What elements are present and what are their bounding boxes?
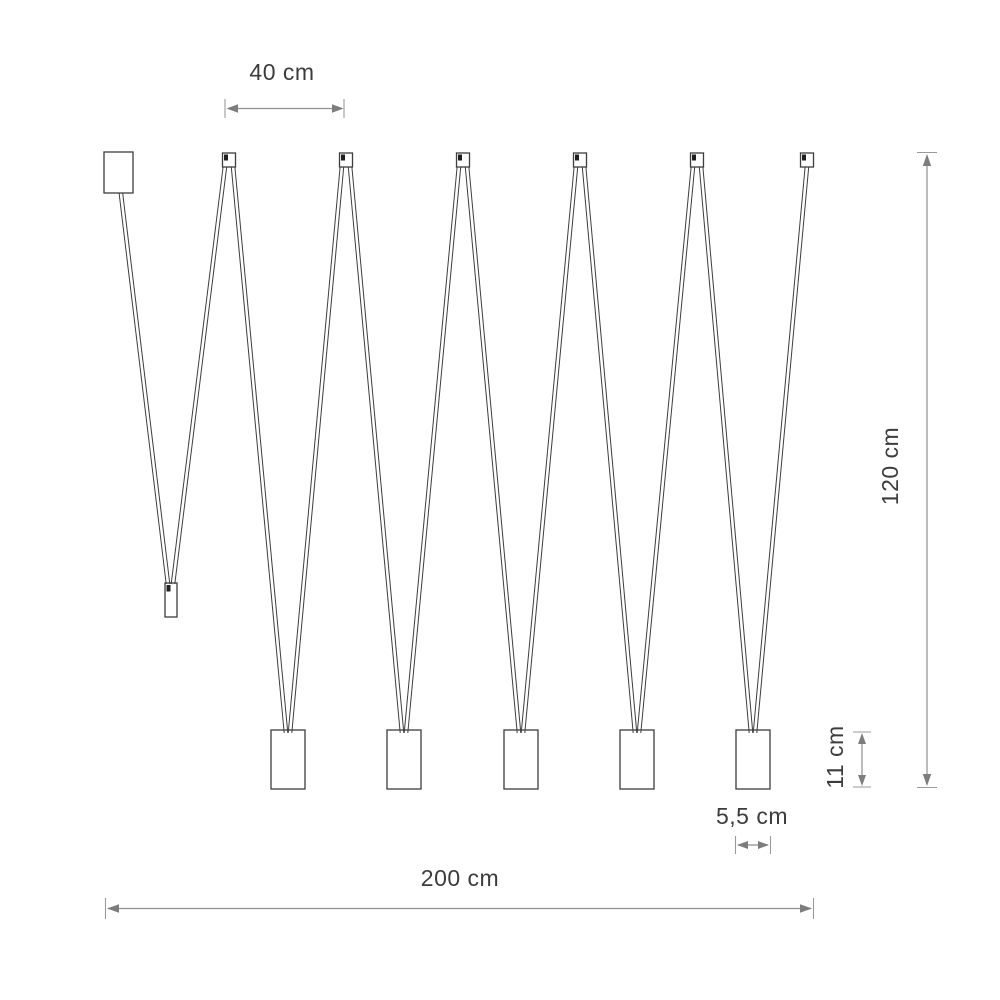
wall-supply-box (103, 151, 134, 194)
arrowhead-left (107, 904, 119, 913)
arrowhead-right (332, 104, 344, 113)
mount-cable-entry-dot (692, 154, 696, 161)
cable-wallbox-to-connector (118, 189, 171, 585)
arrowhead-right (800, 904, 812, 913)
connector-cable-entry-dot (166, 585, 171, 592)
lamp-shades (270, 729, 771, 790)
cable-mount2-left (287, 165, 345, 734)
mount-cable-entry-dot (341, 154, 345, 161)
arrowhead-down (858, 775, 866, 786)
dimension-label-120cm: 120 cm (877, 427, 903, 505)
suspension-cables (118, 165, 810, 734)
dimension-label-11cm: 11 cm (822, 725, 848, 788)
cable-mount5-left (636, 165, 696, 734)
ceiling-mount-1 (221, 152, 237, 168)
dimension-label-5-5cm: 5,5 cm (716, 803, 788, 829)
cable-mount3-left (403, 165, 462, 734)
lamp-shade-2 (386, 729, 422, 790)
dimension-total-width: 200 cm (104, 865, 815, 919)
mount-cable-entry-dot (575, 154, 579, 161)
mount-cable-entry-dot (224, 154, 228, 161)
mount-cable-entry-dot (802, 154, 806, 161)
dimension-shade-height: 11 cm (822, 725, 871, 789)
arrowhead-left (737, 841, 748, 849)
cable-mount6 (752, 165, 810, 734)
ceiling-mount-6 (799, 152, 815, 168)
arrowhead-up (858, 733, 866, 744)
dimension-label-200cm: 200 cm (421, 865, 499, 891)
dimension-label-40cm: 40 cm (249, 59, 314, 85)
ceiling-mount-4 (572, 152, 588, 168)
cable-mount4-right (581, 165, 638, 734)
dimension-mount-spacing: 40 cm (224, 59, 345, 118)
lamp-shade-3 (503, 729, 539, 790)
arrowhead-up (922, 154, 932, 166)
mount-cable-entry-dot (458, 154, 462, 161)
cable-mount2-right (347, 165, 405, 734)
ceiling-mount-2 (338, 152, 354, 168)
lamp-shade-1 (270, 729, 306, 790)
ceiling-mount-5 (689, 152, 705, 168)
arrowhead-right (758, 841, 769, 849)
dimension-shade-width: 5,5 cm (716, 803, 788, 854)
cable-mount1-left (170, 165, 228, 585)
arrowhead-left (226, 104, 238, 113)
cable-mount3-right (464, 165, 522, 734)
lamp-shade-4 (619, 729, 655, 790)
cable-mount4-left (520, 165, 579, 734)
cable-mount5-right (698, 165, 754, 734)
lamp-shade-5 (735, 729, 771, 790)
cable-mount1-right (230, 165, 289, 734)
ceiling-mount-3 (455, 152, 471, 168)
arrowhead-down (922, 774, 932, 786)
dimension-fixture-height: 120 cm (877, 151, 937, 789)
ceiling-mounts (221, 152, 815, 168)
